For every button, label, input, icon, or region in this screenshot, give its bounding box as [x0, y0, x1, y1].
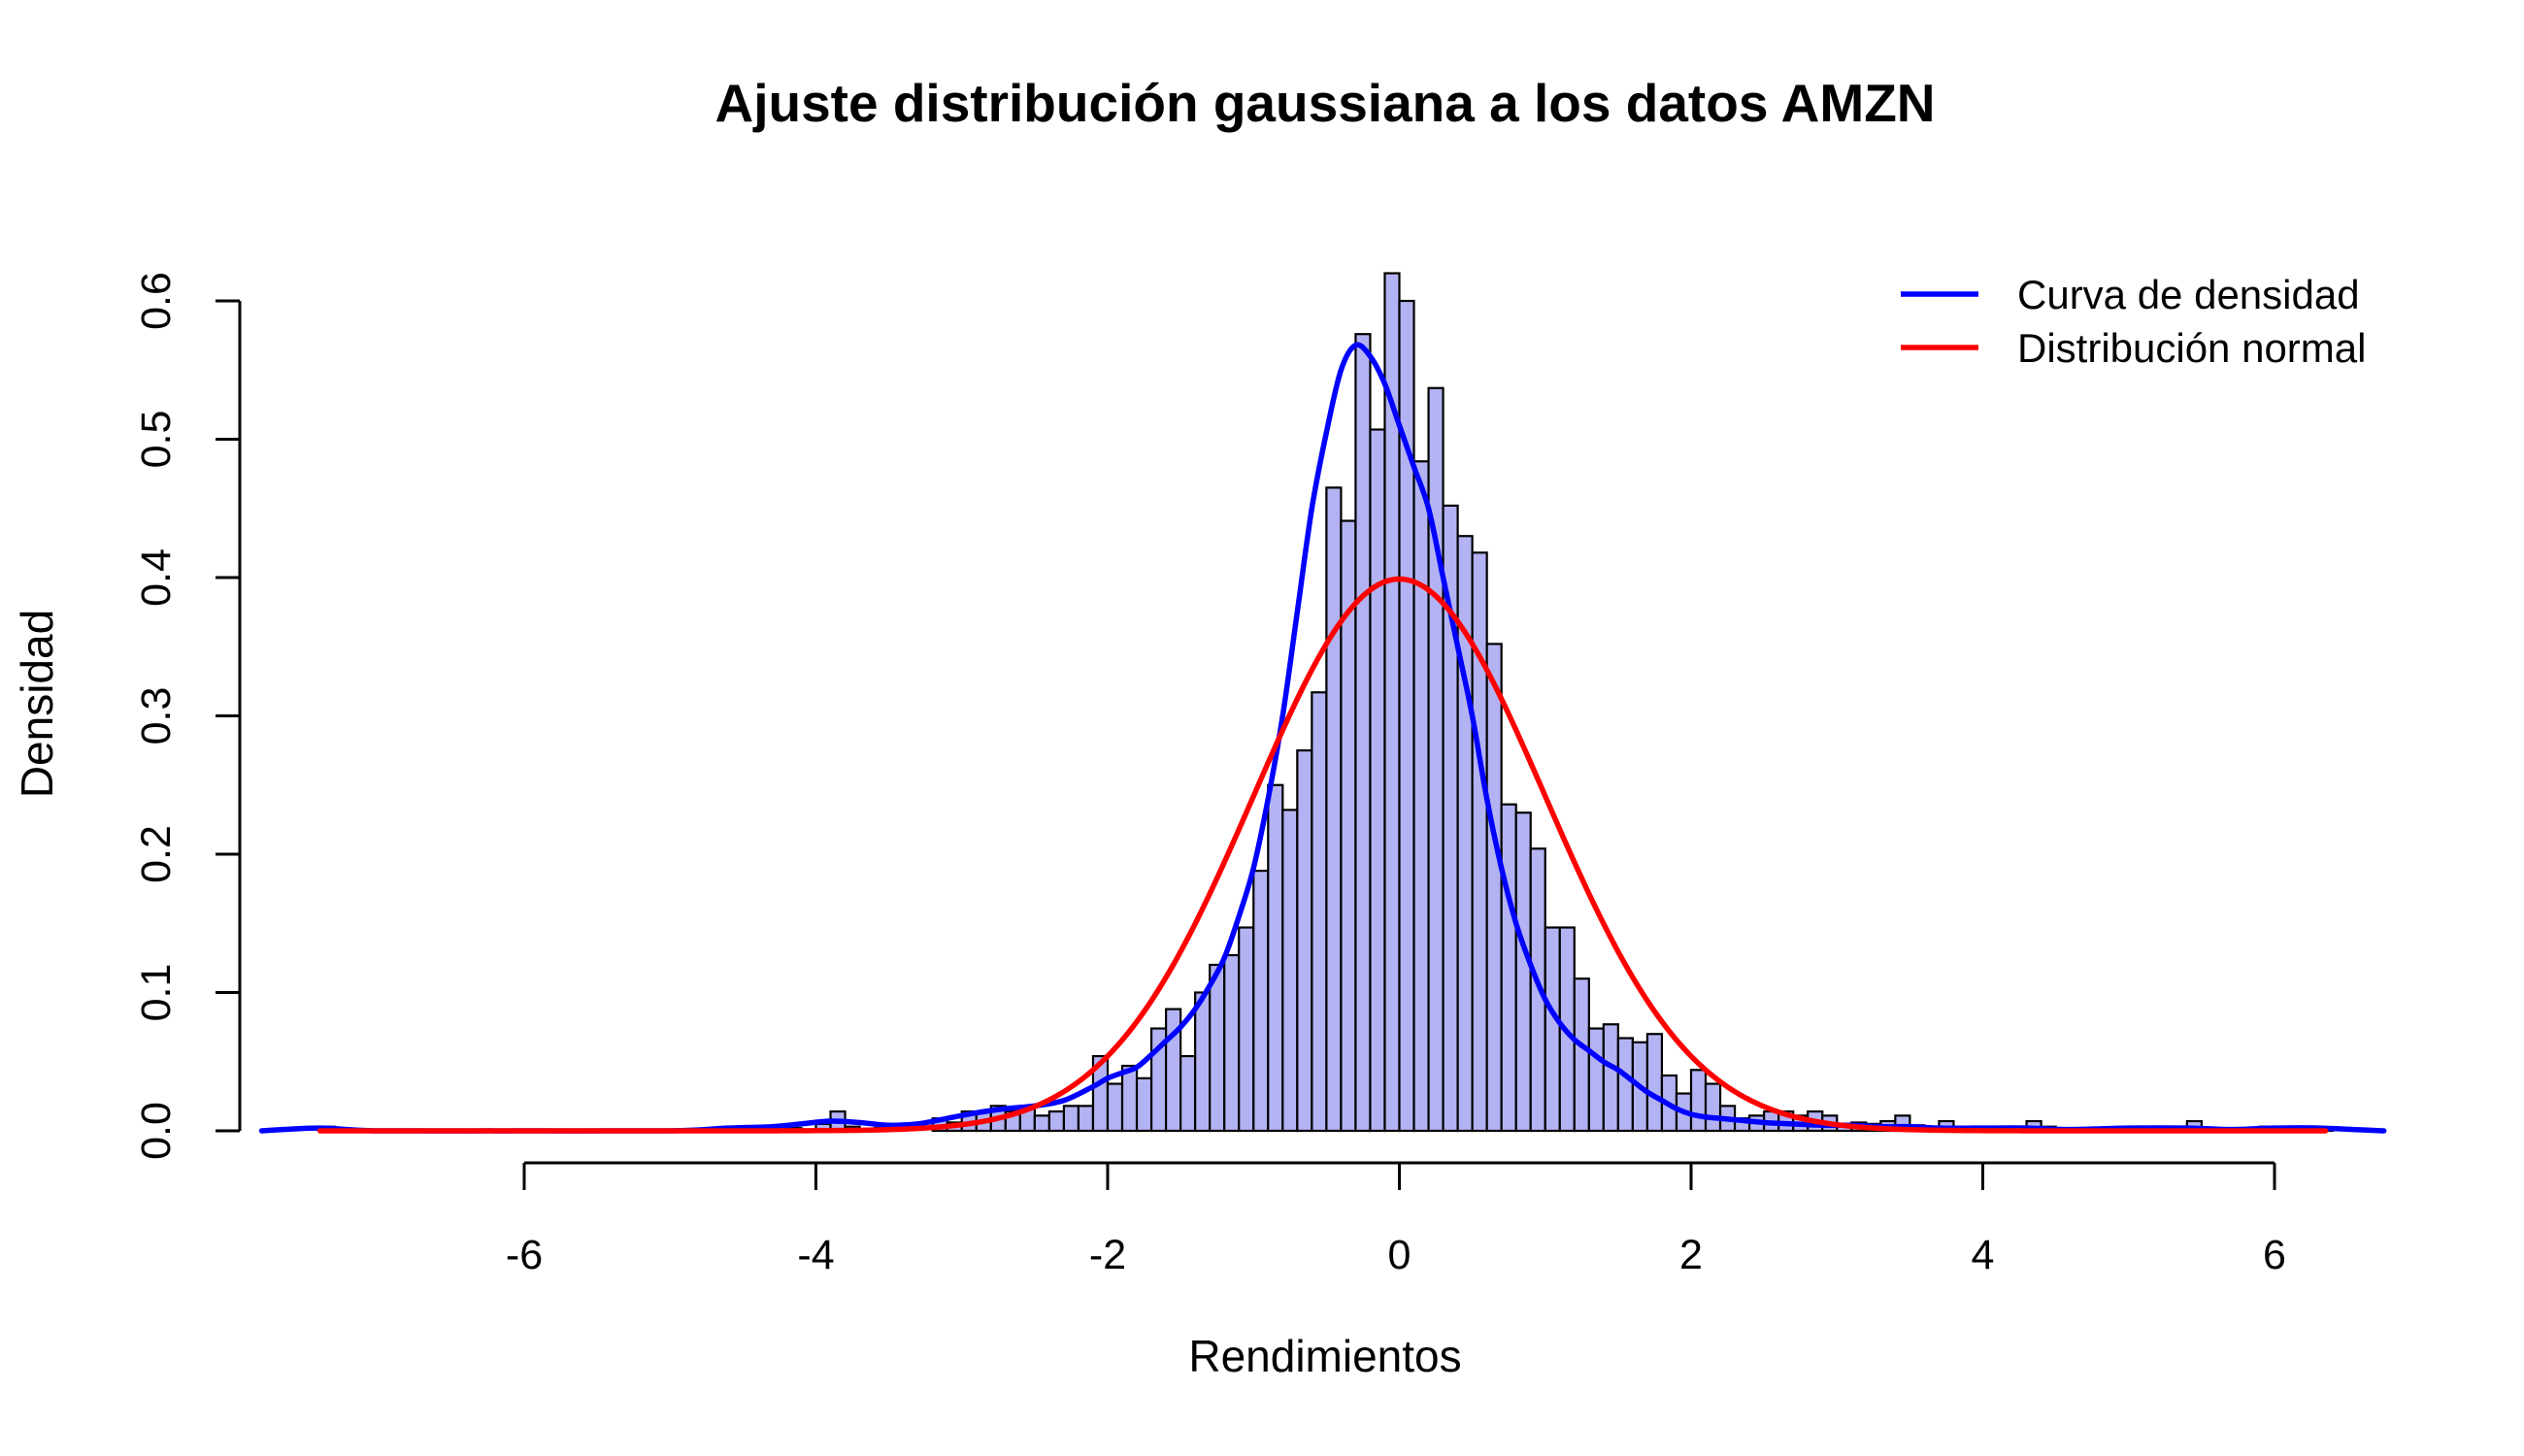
histogram-bar: [1485, 643, 1503, 1133]
histogram-bar: [1033, 1114, 1051, 1133]
histogram-bar: [1238, 926, 1255, 1133]
histogram-bar: [1354, 333, 1372, 1133]
x-tick-label: 2: [1679, 1232, 1703, 1278]
histogram-bar: [1427, 386, 1445, 1133]
x-tick-label: 0: [1388, 1232, 1411, 1278]
y-axis: 0.0 0.1 0.2 0.3 0.4 0.5 0.6: [133, 272, 242, 1160]
histogram-bar: [1296, 749, 1313, 1133]
y-tick-label: 0.4: [133, 548, 180, 607]
y-tick-label: 0.1: [133, 964, 180, 1022]
histogram-bar: [1223, 953, 1241, 1133]
histogram-bar: [1471, 551, 1488, 1133]
x-tick-label: -4: [797, 1232, 834, 1278]
histogram-bar: [1689, 1069, 1708, 1133]
x-axis-label: Rendimientos: [1188, 1331, 1461, 1381]
histogram-bar: [1047, 1109, 1066, 1133]
legend-label: Curva de densidad: [2017, 272, 2360, 317]
histogram-bar: [1062, 1105, 1080, 1133]
histogram-bar: [1311, 691, 1328, 1133]
histogram-bar: [1194, 991, 1212, 1133]
histogram-bar: [1267, 783, 1284, 1133]
histogram-bar: [1616, 1037, 1635, 1133]
y-tick-label: 0.5: [133, 411, 180, 469]
histogram-bar: [1179, 1054, 1197, 1133]
histogram-bar: [1077, 1105, 1095, 1133]
legend: Curva de densidad Distribución normal: [1901, 272, 2366, 371]
legend-label: Distribución normal: [2017, 325, 2366, 371]
histogram-bar: [1514, 811, 1532, 1133]
x-tick-label: -2: [1089, 1232, 1126, 1278]
histogram: [318, 272, 2335, 1133]
histogram-bar: [1587, 1027, 1605, 1133]
y-tick-label: 0.6: [133, 272, 180, 330]
chart-title: Ajuste distribución gaussiana a los dato…: [714, 73, 1935, 133]
chart-lines: [258, 342, 2387, 1134]
histogram-bar: [1281, 809, 1299, 1133]
histogram-bar: [1252, 869, 1270, 1133]
histogram-bar: [1120, 1064, 1139, 1133]
histogram-bar: [1573, 977, 1590, 1133]
histogram-bar: [1602, 1023, 1619, 1133]
histogram-bar: [1412, 460, 1430, 1133]
x-tick-label: -6: [506, 1232, 543, 1278]
y-tick-label: 0.3: [133, 687, 180, 745]
x-tick-label: 4: [1972, 1232, 1995, 1278]
histogram-bar: [1106, 1082, 1124, 1133]
x-tick-label: 6: [2263, 1232, 2286, 1278]
x-axis: -6 -4 -2 0 2 4 6: [506, 1161, 2286, 1278]
histogram-bar: [1704, 1082, 1722, 1133]
y-tick-label: 0.0: [133, 1102, 180, 1160]
histogram-bar: [1369, 428, 1386, 1133]
density-curve-line: [258, 342, 2387, 1134]
histogram-bar: [1645, 1033, 1664, 1133]
histogram-bar: [1209, 963, 1226, 1133]
histogram-bar: [1500, 803, 1517, 1133]
normal-distribution-line: [316, 576, 2329, 1134]
histogram-bar: [1325, 486, 1343, 1133]
histogram-bar: [1544, 926, 1561, 1133]
histogram-bar: [1135, 1076, 1153, 1133]
y-axis-label: Densidad: [12, 610, 62, 798]
y-tick-label: 0.2: [133, 825, 180, 883]
